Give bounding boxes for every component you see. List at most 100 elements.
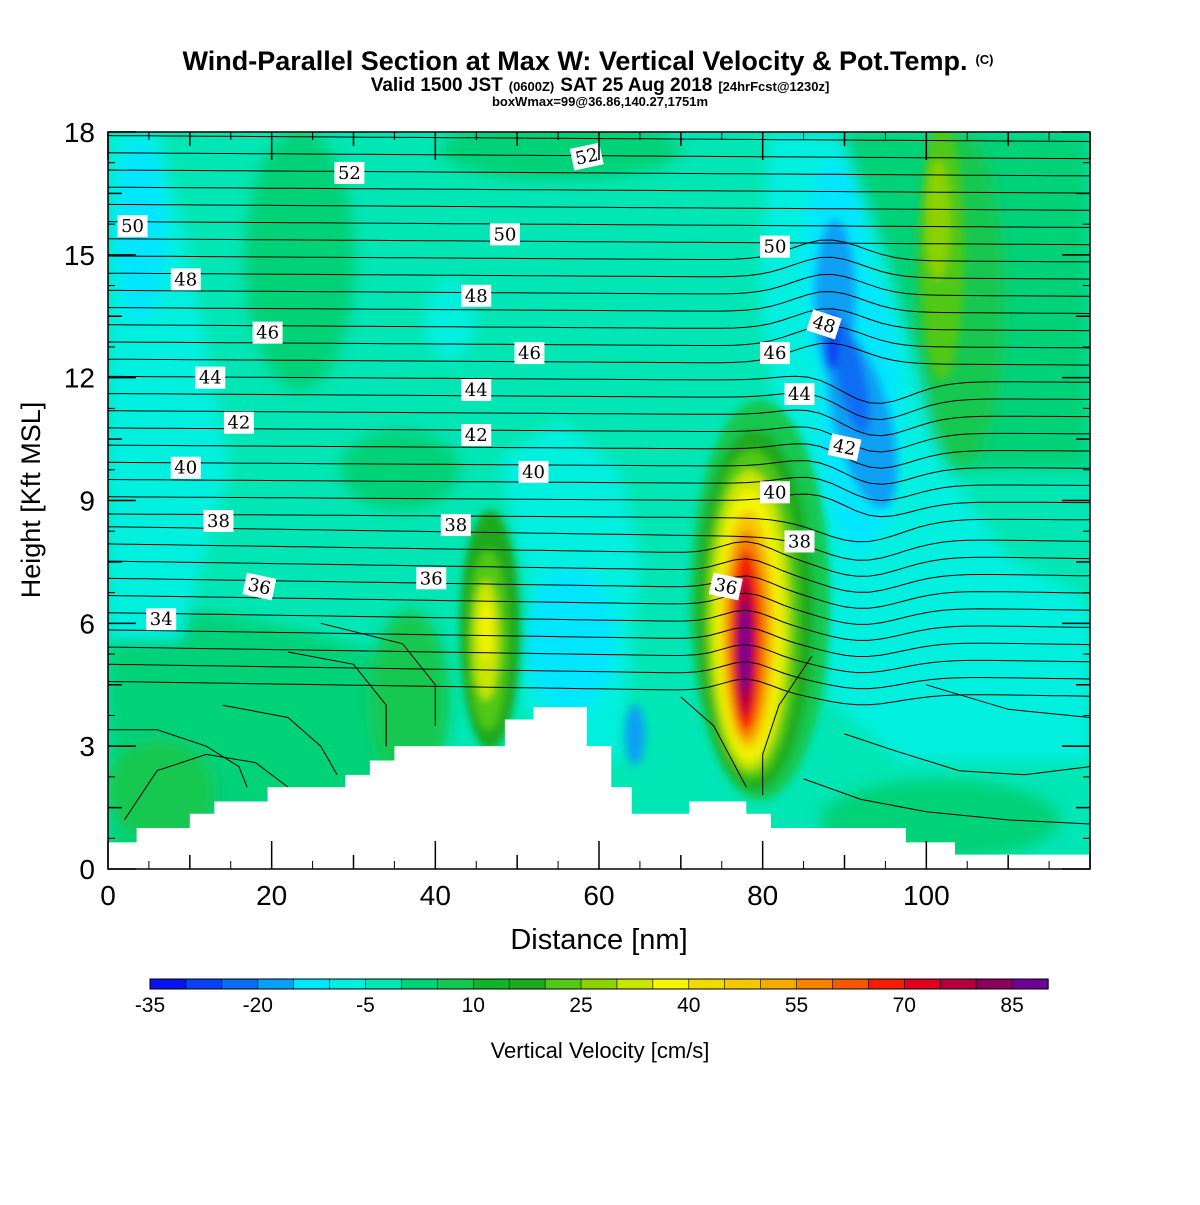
colorbar-swatch [1011,978,1049,990]
contour-label: 50 [117,215,148,238]
colorbar-swatch [939,978,977,990]
contour-label: 46 [514,342,545,365]
y-tick-label: 18 [64,117,95,148]
colorbar-swatch [293,978,331,990]
chart-title: Wind-Parallel Section at Max W: Vertical… [182,46,993,76]
chart-subtitle: Valid 1500 JST (0600Z) SAT 25 Aug 2018 [24h… [371,75,830,96]
contour-label-text: 36 [712,574,739,599]
theta-contour [222,704,338,776]
contour-label: 42 [461,423,492,446]
colorbar-label: Vertical Velocity [cm/s] [491,1038,710,1063]
y-tick-label: 12 [64,363,95,394]
colorbar-tick-label: 10 [462,994,485,1017]
theta-contour [108,239,1090,263]
theta-contour [108,493,1090,518]
contour-label-text: 50 [763,237,786,258]
contour-label: 50 [489,223,520,246]
colorbar-swatch [616,978,654,990]
colorbar-swatch [760,978,798,990]
theta-contour [108,443,1090,469]
contour-label: 42 [223,411,254,434]
colorbar-swatch [221,978,259,990]
contour-label-text: 50 [493,224,516,245]
colorbar-tick-label: -20 [243,994,273,1017]
theta-contour [926,684,1090,718]
contour-label-text: 36 [420,568,443,589]
colorbar-tick-label: -35 [135,994,165,1017]
colorbar-swatch [832,978,870,990]
contour-label-text: 46 [518,343,541,364]
contour-label-text: 44 [465,380,488,401]
contour-label-text: 40 [174,458,197,479]
contour-label: 38 [203,509,234,532]
contour-label: 38 [440,514,471,537]
contour-label-text: 36 [246,574,273,599]
contour-label: 36 [242,572,277,601]
theta-contour [108,626,1090,658]
theta-contour [108,661,1090,690]
x-tick-label: 40 [420,880,451,911]
y-tick-label: 0 [79,854,95,885]
colorbar-swatch [149,978,187,990]
contour-label: 42 [827,433,862,462]
theta-contour [108,513,1090,543]
theta-contour [108,291,1090,314]
contour-label: 44 [195,366,226,389]
colorbar-swatch [652,978,690,990]
colorbar-frame [149,978,1049,990]
colorbar-tick-label: 55 [785,994,808,1017]
contour-label: 40 [170,456,201,479]
colorbar-swatch [257,978,295,990]
colorbar-swatch [185,978,223,990]
theta-contour [108,186,1090,194]
colorbar-swatch [329,978,367,990]
x-tick-label: 0 [100,880,116,911]
theta-contour [123,753,289,821]
colorbar-swatch [580,978,618,990]
x-tick-label: 60 [583,880,614,911]
theta-contour [108,273,1090,297]
x-tick-label: 100 [903,880,950,911]
contour-label-text: 38 [788,531,811,552]
colorbar: -35 -20 -5 10 25 40 55 70 85 [135,978,1049,1017]
theta-contour [287,651,387,747]
theta-contour [108,609,1090,641]
y-tick-label: 9 [79,486,95,517]
contour-label: 46 [252,321,283,344]
theta-contour [108,256,1090,280]
chart-title-mark: (C) [975,52,993,67]
contour-label-text: 44 [199,368,222,389]
contour-label: 48 [170,268,201,291]
theta-contour [844,733,1090,776]
theta-contour [108,238,1090,246]
colorbar-swatch [508,978,546,990]
theta-contour [108,169,1090,177]
theta-contour [108,426,1090,453]
x-tick-label: 20 [256,880,287,911]
theta-contours [108,135,1090,825]
colorbar-swatch [975,978,1013,990]
contour-label-text: 50 [121,216,144,237]
contour-label-text: 52 [338,163,361,184]
x-axis-label: Distance [nm] [510,924,687,956]
x-axis: 0 20 40 60 80 100 [100,132,1091,911]
contour-label-text: 48 [465,286,488,307]
colorbar-swatch [472,978,510,990]
contour-label: 46 [759,342,790,365]
contour-label-text: 40 [763,482,786,503]
x-tick-label: 80 [747,880,778,911]
theta-contour [680,696,747,788]
contour-label-text: 34 [150,609,173,630]
theta-contour [108,541,1090,577]
theta-contour [108,729,248,788]
y-axis-label: Height [Kft MSL] [16,402,46,599]
theta-contour [762,655,813,796]
theta-contour [108,375,1090,404]
contour-label-text: 40 [522,462,545,483]
theta-contour [108,392,1090,421]
theta-contour [108,476,1090,502]
contour-label: 48 [461,284,492,307]
contour-label-text: 38 [207,511,230,532]
